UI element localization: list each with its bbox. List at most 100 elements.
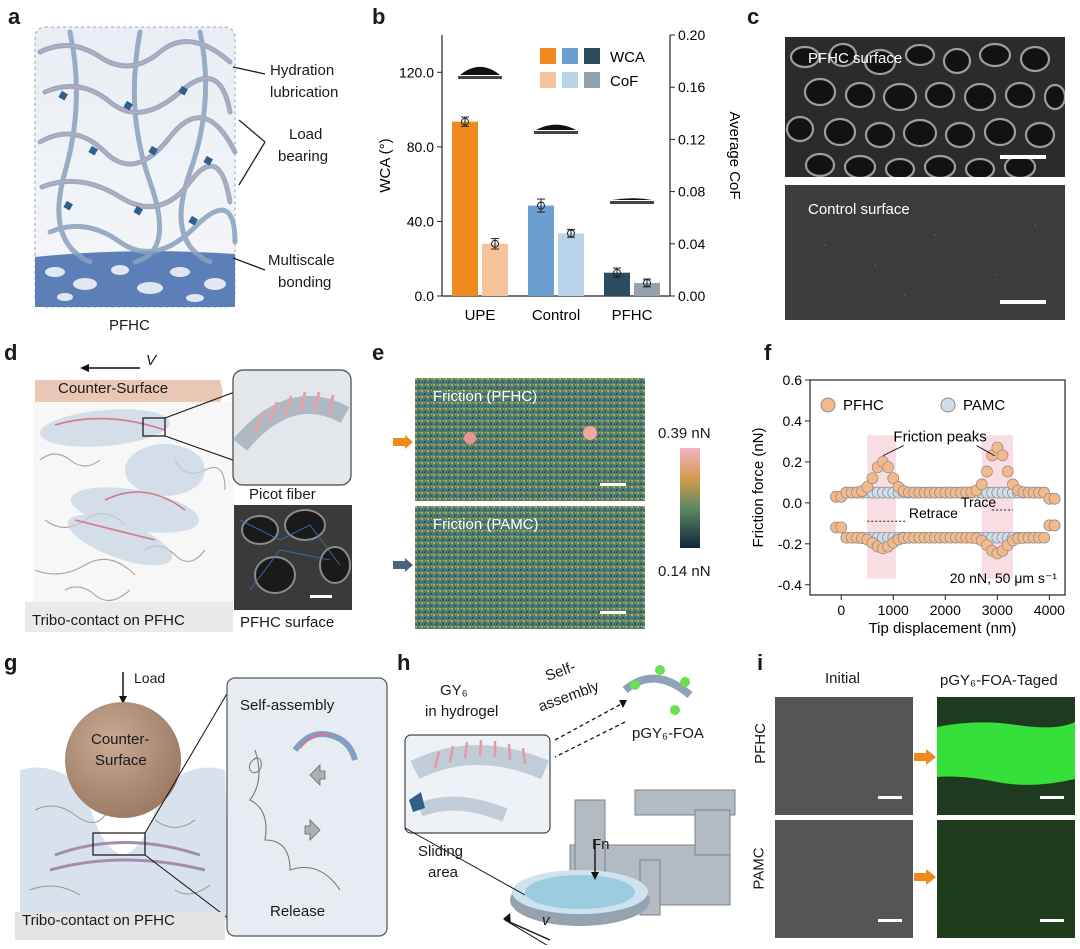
- pamc-tagged-image: [937, 820, 1075, 938]
- bar-cof: [558, 233, 584, 296]
- panel-a-arrows: [232, 66, 266, 271]
- bar-wca: [604, 272, 630, 296]
- friction-pfhc-label: Friction (PFHC): [433, 388, 538, 405]
- pamc-marker-arrow: [393, 558, 413, 572]
- y-tick-label: -0.4: [778, 577, 802, 593]
- x-tick-label: 0: [837, 602, 845, 618]
- pfhc-surface-micrograph: [785, 37, 1065, 177]
- counter-surface-label: Counter-Surface: [58, 380, 169, 397]
- panel-g-illustration: [15, 672, 388, 940]
- picot-fiber-label: Picot fiber: [249, 486, 316, 503]
- initial-label: Initial: [825, 670, 861, 687]
- annotation-condition: 20 nN, 50 μm s⁻¹: [950, 570, 1058, 586]
- pfhc-arrow: [914, 749, 936, 765]
- peak-pointer: [882, 445, 904, 457]
- area-label: area: [428, 864, 459, 881]
- panel-e-label: e: [372, 340, 385, 365]
- data-point-pfhc: [981, 465, 993, 478]
- legend-label-wca: WCA: [610, 49, 645, 66]
- legend-label-pamc: PAMC: [963, 397, 1005, 414]
- bar-wca: [528, 205, 554, 296]
- legend-swatch: [584, 72, 600, 88]
- counter-surface-g2: Surface: [95, 752, 147, 769]
- panel-a-illustration: [34, 26, 238, 308]
- label-multiscale: Multiscale: [268, 252, 335, 269]
- label-hydration: Hydration: [270, 62, 335, 79]
- left-tick-label: 80.0: [407, 139, 434, 155]
- label-bearing: bearing: [278, 148, 329, 165]
- panel-f-chart: 0 1000 2000 3000 4000 -0.4 -0.2 0.0 0.2 0.4 0.6 Tip…: [750, 372, 1066, 637]
- mean-marker: [643, 278, 651, 287]
- panel-g-label: g: [4, 650, 18, 675]
- legend-swatch: [540, 72, 556, 88]
- tagged-label: pGY₆-FOA-Taged: [940, 672, 1058, 689]
- data-point-pfhc: [1038, 531, 1051, 544]
- x-tick-label: 3000: [982, 602, 1013, 618]
- panel-b-label: b: [372, 4, 386, 29]
- row-pamc-label: PAMC: [750, 847, 768, 890]
- legend-marker-pamc: [940, 397, 956, 413]
- panel-f-label: f: [764, 340, 772, 365]
- gy6-label: GY₆: [440, 682, 468, 699]
- category-label: PFHC: [612, 307, 653, 324]
- self-assembly-label: Self-assembly: [240, 697, 335, 714]
- right-tick-label: 0.08: [678, 184, 705, 200]
- panel-h-illustration: [404, 665, 736, 945]
- load-label: Load: [134, 670, 166, 686]
- data-point-pfhc: [1048, 519, 1061, 532]
- mean-marker: [491, 239, 499, 248]
- pgy6-foa-label: pGY₆-FOA: [632, 725, 704, 742]
- row-pfhc-label: PFHC: [751, 723, 769, 764]
- data-point-pfhc: [1001, 465, 1014, 478]
- panel-i-label: i: [757, 650, 764, 675]
- panel-d-caption: Tribo-contact on PFHC: [32, 612, 185, 629]
- legend-swatch: [562, 48, 578, 64]
- control-surface-label: Control surface: [808, 201, 910, 218]
- counter-surface-g1: Counter-: [91, 731, 150, 748]
- panel-h-label: h: [397, 650, 411, 675]
- right-tick-label: 0.00: [678, 288, 705, 304]
- water-drop-icon: [612, 198, 652, 200]
- panel-d-label: d: [4, 340, 18, 365]
- data-point-pfhc: [866, 472, 879, 485]
- left-axis-title: WCA (°): [377, 138, 394, 192]
- right-tick-label: 0.04: [678, 236, 705, 252]
- legend-marker-pfhc: [820, 397, 836, 413]
- data-point-pfhc: [887, 472, 900, 485]
- legend-swatch: [584, 48, 600, 64]
- data-point-pfhc: [882, 461, 894, 474]
- legend-swatch: [562, 72, 578, 88]
- data-point-pfhc: [975, 478, 988, 491]
- fn-label: Fn: [592, 836, 610, 853]
- pfhc-tagged-image: [937, 697, 1075, 815]
- mean-marker: [613, 268, 621, 277]
- substrate-icon: [458, 76, 502, 79]
- left-tick-label: 120.0: [399, 64, 434, 80]
- y-tick-label: 0.4: [783, 413, 803, 429]
- colorbar-max: 0.39 nN: [658, 425, 711, 442]
- annotation-retrace: Retrace: [909, 505, 958, 521]
- legend-label-cof: CoF: [610, 73, 638, 90]
- y-tick-label: -0.2: [778, 536, 802, 552]
- colorbar-min: 0.14 nN: [658, 563, 711, 580]
- legend-label-pfhc: PFHC: [843, 397, 884, 414]
- category-label: Control: [532, 307, 580, 324]
- gy6-hydrogel-label: in hydrogel: [425, 703, 499, 720]
- panel-a-caption: PFHC: [109, 317, 150, 334]
- sliding-label: Sliding: [418, 843, 464, 860]
- label-bonding: bonding: [278, 274, 332, 291]
- y-tick-label: 0.0: [783, 495, 803, 511]
- release-label: Release: [270, 903, 326, 920]
- x-tick-label: 4000: [1034, 602, 1065, 618]
- x-axis-title: Tip displacement (nm): [869, 620, 1017, 637]
- water-drop-icon: [460, 66, 500, 75]
- bar-wca: [452, 121, 478, 296]
- label-lubrication: lubrication: [270, 84, 339, 101]
- panel-b-chart: 0.0 40.0 80.0 120.0 0.00 0.04 0.08 0.12 0.16 0.20…: [377, 27, 743, 324]
- substrate-icon: [534, 131, 578, 134]
- y-axis-title: Friction force (nN): [750, 427, 767, 547]
- bar-cof: [634, 282, 660, 296]
- bar-cof: [482, 243, 508, 296]
- water-drop-icon: [536, 124, 576, 130]
- pfhc-marker-arrow: [393, 435, 413, 449]
